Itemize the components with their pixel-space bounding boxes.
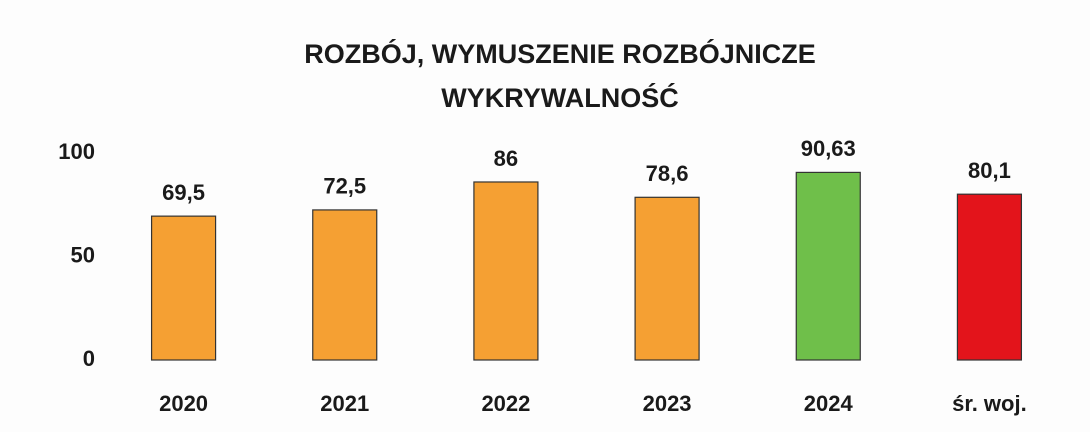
y-tick-label: 100 [58, 139, 95, 164]
x-tick-label: 2023 [643, 391, 692, 416]
value-label: 78,6 [646, 161, 689, 186]
value-label: 80,1 [968, 158, 1011, 183]
x-tick-label: śr. woj. [952, 391, 1027, 416]
x-tick-label: 2022 [481, 391, 530, 416]
y-tick-label: 0 [83, 346, 95, 371]
x-tick-label: 2021 [320, 391, 369, 416]
value-label: 72,5 [323, 174, 366, 199]
value-label: 69,5 [162, 180, 205, 205]
value-label: 90,63 [801, 136, 856, 161]
bar [312, 209, 378, 361]
y-tick-label: 50 [71, 242, 95, 267]
bar [473, 181, 539, 361]
bar [795, 171, 861, 361]
value-label: 86 [494, 146, 518, 171]
bar [634, 196, 700, 361]
x-tick-label: 2024 [804, 391, 854, 416]
bar [150, 215, 217, 361]
x-tick-label: 2020 [159, 391, 208, 416]
bar [956, 193, 1023, 361]
chart-subtitle: WYKRYWALNOŚĆ [441, 82, 679, 113]
chart-title: ROZBÓJ, WYMUSZENIE ROZBÓJNICZE [304, 38, 816, 69]
